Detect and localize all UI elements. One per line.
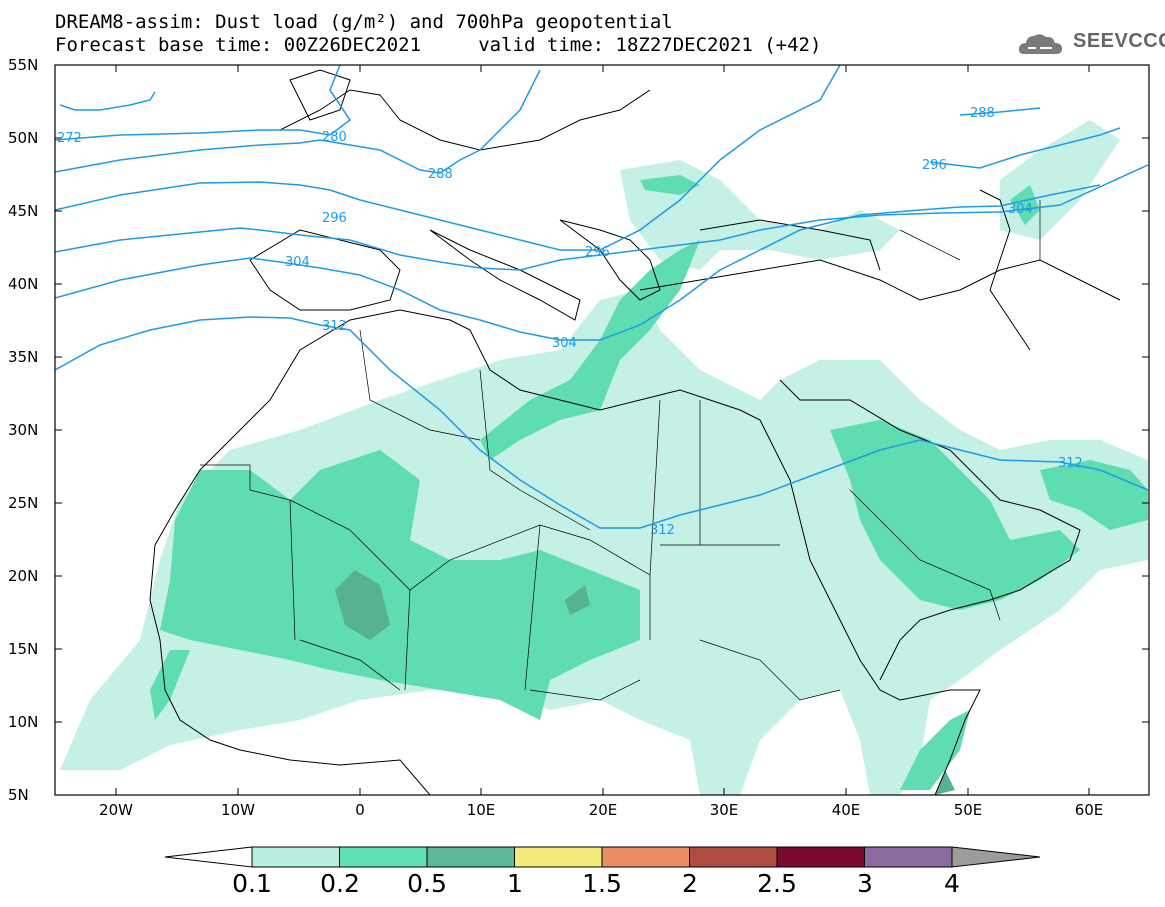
country-borders [200, 200, 1041, 701]
lon-label-20e: 20E [588, 801, 618, 819]
lat-label-10n: 10N [8, 713, 39, 731]
map-title: DREAM8-assim: Dust load (g/m²) and 700hP… [55, 11, 673, 33]
colorbar-swatch [339, 846, 428, 868]
colorbar-swatch [426, 846, 515, 868]
lon-label-10e: 10E [466, 801, 496, 819]
lon-label-20w: 20W [99, 801, 133, 819]
colorbar-swatch [864, 846, 953, 868]
lon-label-50e: 50E [953, 801, 983, 819]
logo-text: SEEVCCC [1073, 30, 1165, 52]
colorbar-label-2.5: 2.5 [757, 869, 797, 898]
geopotential-contours [55, 65, 1149, 529]
colorbar-swatch [601, 846, 690, 868]
lon-label-0: 0 [355, 801, 365, 819]
contour-label: 312 [1058, 456, 1083, 471]
colorbar-swatch [776, 846, 865, 868]
lat-label-40n: 40N [8, 275, 39, 293]
contour-label: 272 [57, 131, 82, 146]
contour-labels: 272 280 288 296 304 312 296 304 312 288 296 304 312 [57, 106, 1083, 538]
lon-label-30e: 30E [709, 801, 739, 819]
lon-label-60e: 60E [1074, 801, 1104, 819]
colorbar-label-0.5: 0.5 [407, 869, 447, 898]
colorbar-swatch [514, 846, 603, 868]
contour-label: 296 [922, 158, 947, 173]
lat-label-15n: 15N [8, 640, 39, 658]
colorbar-label-1: 1 [507, 869, 523, 898]
contour-label: 296 [322, 211, 347, 226]
lon-label-10w: 10W [221, 801, 255, 819]
lat-label-5n: 5N [8, 786, 29, 804]
lat-label-25n: 25N [8, 494, 39, 512]
contour-label: 304 [1008, 202, 1033, 217]
contour-label: 288 [428, 167, 453, 182]
colorbar-label-0.1: 0.1 [232, 869, 272, 898]
coastlines [149, 69, 1121, 795]
lat-label-45n: 45N [8, 202, 39, 220]
contour-label: 312 [322, 319, 347, 334]
lon-label-40e: 40E [831, 801, 861, 819]
colorbar-swatch [689, 846, 778, 868]
contour-label: 288 [970, 106, 995, 121]
lat-label-35n: 35N [8, 348, 39, 366]
lat-label-50n: 50N [8, 129, 39, 147]
colorbar-swatch [251, 846, 340, 868]
contour-label: 280 [322, 130, 347, 145]
lat-label-30n: 30N [8, 421, 39, 439]
colorbar [164, 846, 1041, 868]
lat-label-20n: 20N [8, 567, 39, 585]
contour-label: 304 [285, 255, 310, 270]
dust-medium-regions [150, 175, 1148, 790]
colorbar-over-triangle [951, 846, 1041, 868]
colorbar-label-1.5: 1.5 [582, 869, 622, 898]
colorbar-label-0.2: 0.2 [320, 869, 360, 898]
dust-dark-regions [335, 570, 955, 795]
cloud-icon [1018, 34, 1062, 54]
colorbar-label-2: 2 [682, 869, 698, 898]
dust-light-regions [60, 120, 1148, 795]
colorbar-label-4: 4 [944, 869, 960, 898]
contour-label: 304 [552, 336, 577, 351]
axis-ticks [55, 64, 1149, 796]
lat-label-55n: 55N [8, 56, 39, 74]
map-subtitle: Forecast base time: 00Z26DEC2021 valid t… [55, 34, 822, 56]
contour-label: 296 [585, 245, 610, 260]
colorbar-label-3: 3 [857, 869, 873, 898]
contour-label: 312 [650, 523, 675, 538]
colorbar-under-triangle [164, 846, 253, 868]
